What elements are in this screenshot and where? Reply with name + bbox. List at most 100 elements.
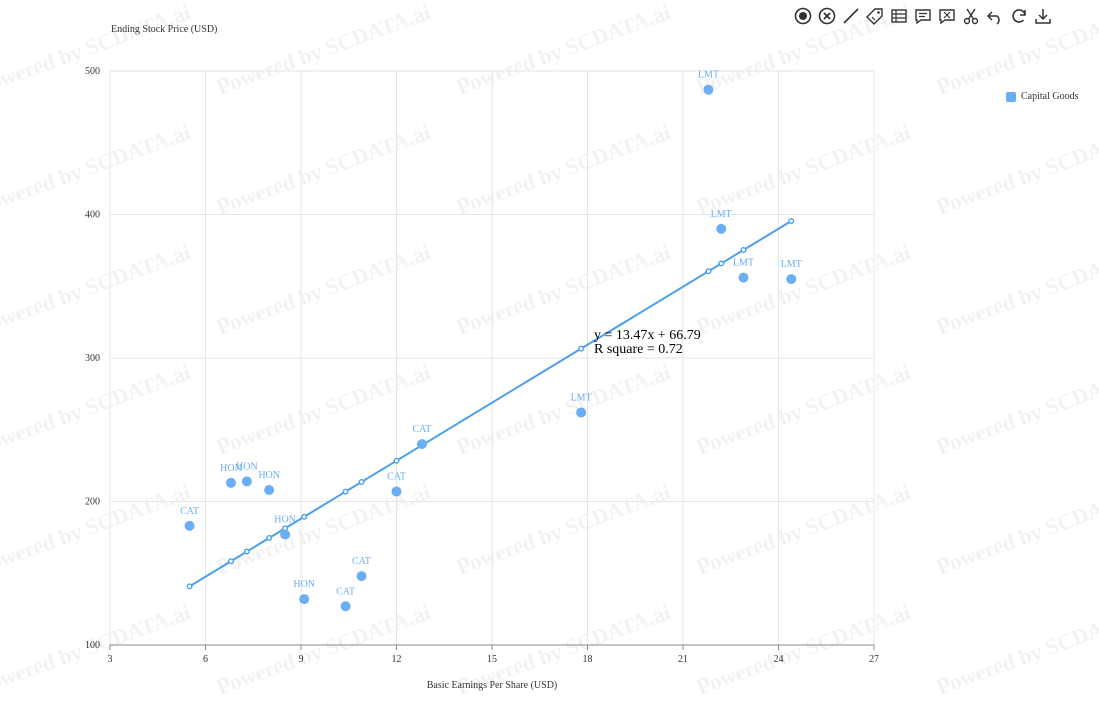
data-point-label: CAT	[413, 424, 432, 435]
x-tick-label: 9	[299, 654, 304, 665]
x-tick-label: 27	[869, 654, 879, 665]
data-point[interactable]: HON	[236, 461, 258, 487]
watermark-text: Powered by SCDATA.ai	[0, 239, 194, 340]
watermark-text: Powered by SCDATA.ai	[933, 119, 1099, 220]
data-point[interactable]: LMT	[733, 258, 754, 283]
watermark-text: Powered by SCDATA.ai	[693, 119, 913, 220]
watermark-text: Powered by SCDATA.ai	[0, 359, 194, 460]
watermark-text: Powered by SCDATA.ai	[453, 479, 673, 580]
watermark-text: Powered by SCDATA.ai	[213, 599, 433, 700]
trendline-marker	[186, 583, 193, 590]
legend-item-capital-goods[interactable]: Capital Goods	[1006, 91, 1079, 102]
data-point-marker	[786, 274, 797, 285]
watermark-text: Powered by SCDATA.ai	[453, 359, 673, 460]
trend-equation: y = 13.47x + 66.79	[594, 328, 701, 343]
trendline-marker	[788, 218, 795, 225]
data-point-label: CAT	[180, 506, 199, 517]
y-tick-label: 400	[85, 210, 100, 221]
trendline-marker	[393, 457, 400, 464]
data-point[interactable]: HON	[220, 463, 242, 488]
trendline-marker	[243, 548, 250, 555]
data-point-marker	[264, 485, 275, 496]
annotation-icon[interactable]	[935, 5, 959, 27]
data-point-label: CAT	[352, 556, 371, 567]
watermark-text: Powered by SCDATA.ai	[453, 0, 673, 100]
y-axis-label: Ending Stock Price (USD)	[111, 24, 217, 35]
watermark-text: Powered by SCDATA.ai	[453, 239, 673, 340]
data-point-marker	[299, 594, 310, 605]
comment-icon[interactable]	[911, 5, 935, 27]
data-point[interactable]: LMT	[571, 393, 592, 418]
data-point-marker	[391, 486, 402, 497]
data-point-marker	[356, 571, 367, 582]
watermark-text: Powered by SCDATA.ai	[933, 599, 1099, 700]
data-point[interactable]: CAT	[352, 556, 371, 582]
data-point-label: HON	[293, 579, 315, 590]
axes: 3 6 9 12 15 18 21 24 27 100 200 300 400 500	[85, 66, 879, 665]
trendline	[186, 218, 795, 590]
data-point-label: LMT	[698, 70, 719, 81]
trendline-marker	[358, 478, 365, 485]
trendline-path	[189, 220, 792, 588]
data-point-label: LMT	[571, 393, 592, 404]
data-point-marker	[738, 272, 749, 283]
watermark-text: Powered by SCDATA.ai	[933, 239, 1099, 340]
data-point[interactable]: HON	[274, 515, 296, 540]
download-icon[interactable]	[1031, 5, 1055, 27]
close-circle-icon[interactable]	[815, 5, 839, 27]
data-point[interactable]: CAT	[180, 506, 199, 531]
y-tick-label: 500	[85, 66, 100, 77]
data-point[interactable]: CAT	[387, 471, 406, 497]
watermark-text: Powered by SCDATA.ai	[213, 119, 433, 220]
trendline-marker	[718, 260, 725, 267]
refresh-icon[interactable]	[1007, 5, 1031, 27]
data-point[interactable]: CAT	[413, 424, 432, 450]
data-point-marker	[703, 84, 714, 95]
x-tick-label: 18	[583, 654, 593, 665]
data-point[interactable]: HON	[258, 470, 280, 496]
data-point-marker	[184, 520, 195, 531]
data-point[interactable]: LMT	[781, 259, 802, 285]
data-point-marker	[416, 439, 427, 450]
watermark-text: Powered by SCDATA.ai	[693, 599, 913, 700]
watermark-text: Powered by SCDATA.ai	[213, 359, 433, 460]
data-point[interactable]: LMT	[711, 209, 732, 234]
data-point[interactable]: LMT	[698, 70, 719, 95]
x-axis-label: Basic Earnings Per Share (USD)	[427, 680, 558, 691]
watermark-text: Powered by SCDATA.ai	[933, 479, 1099, 580]
scissors-icon[interactable]	[959, 5, 983, 27]
watermark-text: Powered by SCDATA.ai	[213, 239, 433, 340]
x-tick-label: 24	[774, 654, 784, 665]
data-point-marker	[225, 477, 236, 488]
x-tick-label: 6	[203, 654, 208, 665]
y-tick-label: 100	[85, 640, 100, 651]
x-tick-label: 15	[487, 654, 497, 665]
line-draw-icon[interactable]	[839, 5, 863, 27]
watermark-text: Powered by SCDATA.ai	[693, 479, 913, 580]
tag-icon[interactable]	[863, 5, 887, 27]
target-icon[interactable]	[791, 5, 815, 27]
watermark-text: Powered by SCDATA.ai	[933, 359, 1099, 460]
data-point-label: LMT	[781, 259, 802, 270]
watermark-text: Powered by SCDATA.ai	[0, 479, 194, 580]
data-point-label: CAT	[336, 586, 355, 597]
y-tick-label: 200	[85, 497, 100, 508]
data-point-label: HON	[220, 463, 242, 474]
undo-icon[interactable]	[983, 5, 1007, 27]
trendline-marker	[266, 535, 273, 542]
data-point[interactable]: HON	[293, 579, 315, 605]
trendline-marker	[342, 488, 349, 495]
watermark-text: Powered by SCDATA.ai	[693, 239, 913, 340]
x-tick-label: 12	[392, 654, 402, 665]
table-icon[interactable]	[887, 5, 911, 27]
trendline-marker	[705, 268, 712, 275]
data-point-marker	[576, 407, 587, 418]
x-tick-label: 3	[108, 654, 113, 665]
data-point-label: CAT	[387, 471, 406, 482]
data-point[interactable]: CAT	[336, 586, 355, 612]
data-point-label: LMT	[733, 258, 754, 269]
data-point-label: HON	[236, 461, 258, 472]
watermark-text: Powered by SCDATA.ai	[0, 0, 194, 100]
